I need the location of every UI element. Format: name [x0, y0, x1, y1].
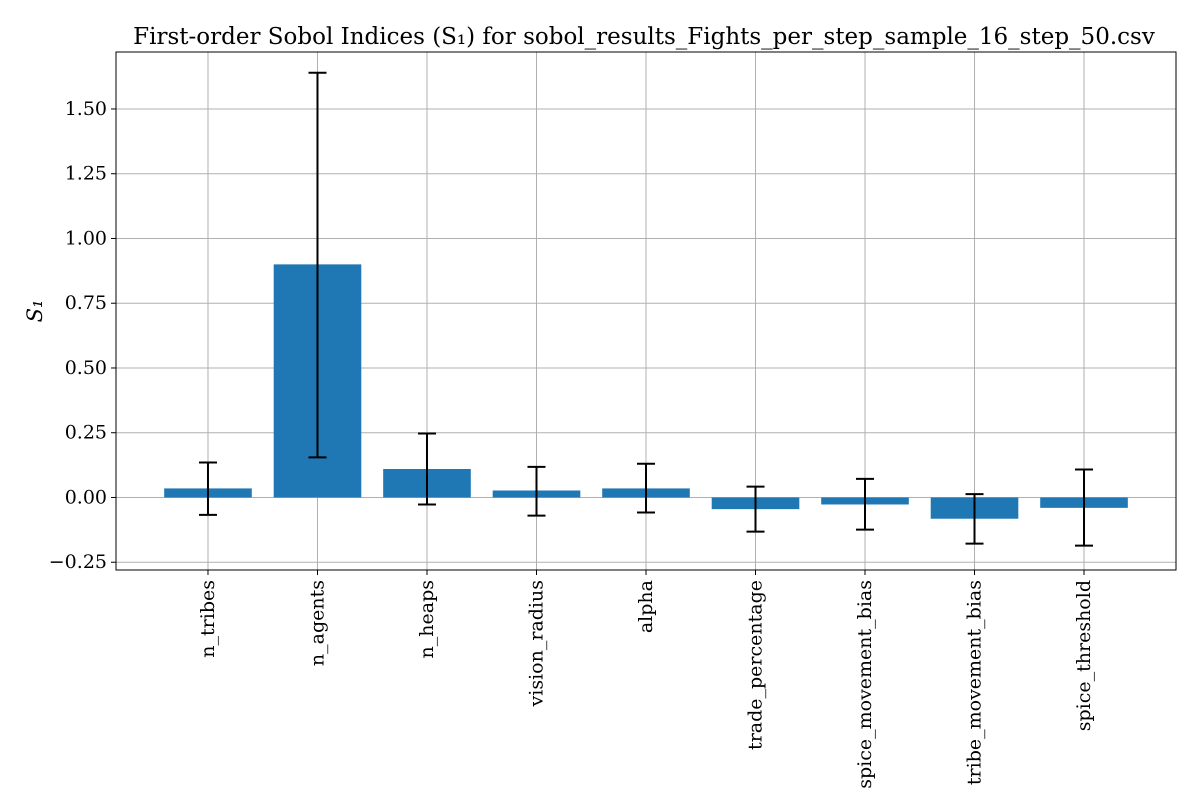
y-tick-label: 0.00: [65, 486, 107, 508]
error-bar-spice_movement_bias: [856, 477, 875, 531]
y-tick-label: 1.50: [65, 98, 107, 120]
x-tick-label: n_tribes: [197, 580, 219, 658]
x-tick-label: n_agents: [306, 580, 328, 666]
y-tick-label: 1.00: [65, 227, 107, 249]
x-tick-label: vision_radius: [525, 580, 547, 707]
y-tick-label: 0.25: [65, 422, 107, 444]
error-bar-spice_threshold: [1075, 468, 1094, 547]
x-tick-label: spice_threshold: [1073, 580, 1095, 731]
y-tick-label: −0.25: [49, 551, 107, 573]
error-bar-n_tribes: [198, 461, 217, 516]
y-tick-label: 1.25: [65, 163, 107, 185]
chart-title: First-order Sobol Indices (S₁) for sobol…: [133, 24, 1155, 50]
error-bar-alpha: [637, 462, 655, 514]
error-bar-n_agents: [308, 71, 327, 459]
y-axis-ticks: −0.25 0.00 0.25 0.50 0.75 1.00 1.25 1.50: [49, 98, 116, 573]
y-axis-label: S₁: [23, 300, 47, 323]
x-tick-label: alpha: [635, 580, 657, 633]
y-tick-label: 0.75: [65, 292, 107, 314]
x-tick-label: trade_percentage: [745, 580, 767, 750]
error-bar-vision_radius: [527, 465, 546, 517]
x-tick-label: n_heaps: [416, 580, 438, 658]
plot-frame: [115, 51, 1177, 571]
error-bar-n_heaps: [417, 432, 436, 506]
error-bar-tribe_movement_bias: [965, 493, 984, 545]
x-tick-label: spice_movement_bias: [854, 580, 876, 789]
error-bar-trade_percentage: [746, 485, 765, 533]
x-tick-label: tribe_movement_bias: [964, 580, 986, 785]
error-bars-layer: [198, 71, 1094, 547]
x-axis-ticks: n_tribes n_agents n_heaps vision_radius alph…: [197, 570, 1095, 789]
y-tick-label: 0.50: [65, 357, 107, 379]
